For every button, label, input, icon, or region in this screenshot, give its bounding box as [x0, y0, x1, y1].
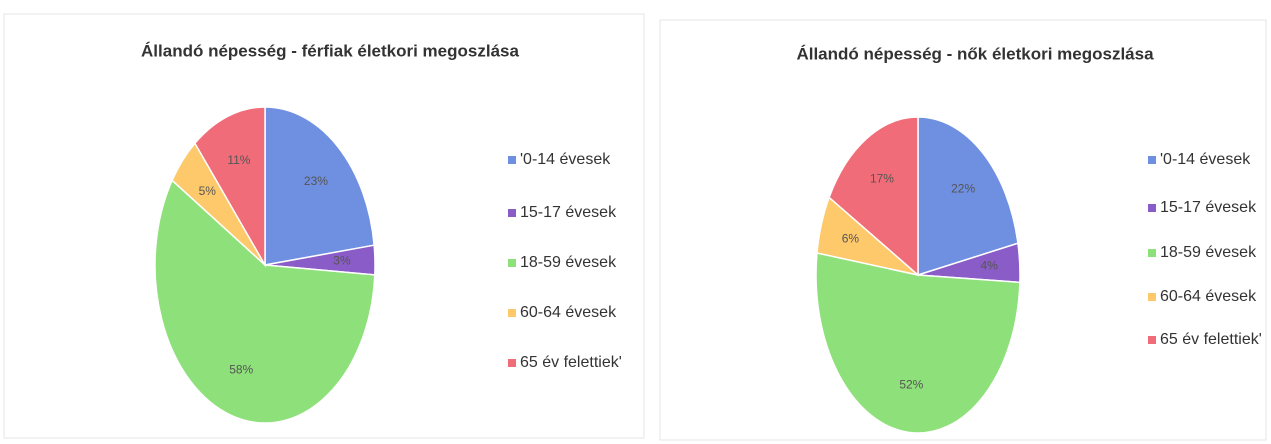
legend-label: 18-59 évesek: [1160, 244, 1257, 261]
data-label: 3%: [333, 254, 351, 268]
legend-label: '0-14 évesek: [1160, 151, 1251, 168]
pie-slice: [815, 252, 1021, 434]
legend-swatch: [1148, 336, 1156, 344]
data-label: 23%: [304, 174, 328, 188]
legend-label: '0-14 évesek: [520, 151, 611, 168]
legend-swatch: [508, 309, 516, 317]
legend-swatch: [508, 209, 516, 217]
legend-label: 60-64 évesek: [520, 304, 617, 321]
legend-swatch: [508, 259, 516, 267]
data-label: 17%: [870, 172, 894, 186]
pie-slice: [193, 106, 266, 268]
data-label: 58%: [229, 362, 253, 376]
legend-label: 15-17 évesek: [1160, 199, 1257, 216]
legend-label: 65 év felettiek': [1160, 331, 1262, 348]
legend-swatch: [508, 359, 516, 367]
data-label: 11%: [227, 153, 250, 167]
pie-slice: [264, 106, 375, 266]
legend-label: 60-64 évesek: [1160, 288, 1257, 305]
legend-swatch: [1148, 204, 1156, 212]
legend-swatch: [1148, 249, 1156, 257]
pie-slice: [828, 116, 919, 277]
data-label: 22%: [951, 181, 975, 195]
data-label: 6%: [842, 232, 860, 246]
data-label: 5%: [199, 184, 217, 198]
pie-slice: [917, 116, 1019, 277]
legend-swatch: [1148, 293, 1156, 301]
legend-swatch: [508, 156, 516, 164]
legend-label: 65 év felettiek': [520, 354, 622, 371]
chart-title: Állandó népesség - férfiak életkori mego…: [141, 41, 519, 60]
legend-label: 18-59 évesek: [520, 254, 617, 271]
pie-slice: [154, 179, 376, 424]
data-label: 4%: [981, 259, 999, 273]
chart-title: Állandó népesség - nők életkori megoszlá…: [796, 44, 1154, 63]
data-label: 52%: [899, 377, 923, 391]
legend-label: 15-17 évesek: [520, 204, 617, 221]
legend-swatch: [1148, 156, 1156, 164]
